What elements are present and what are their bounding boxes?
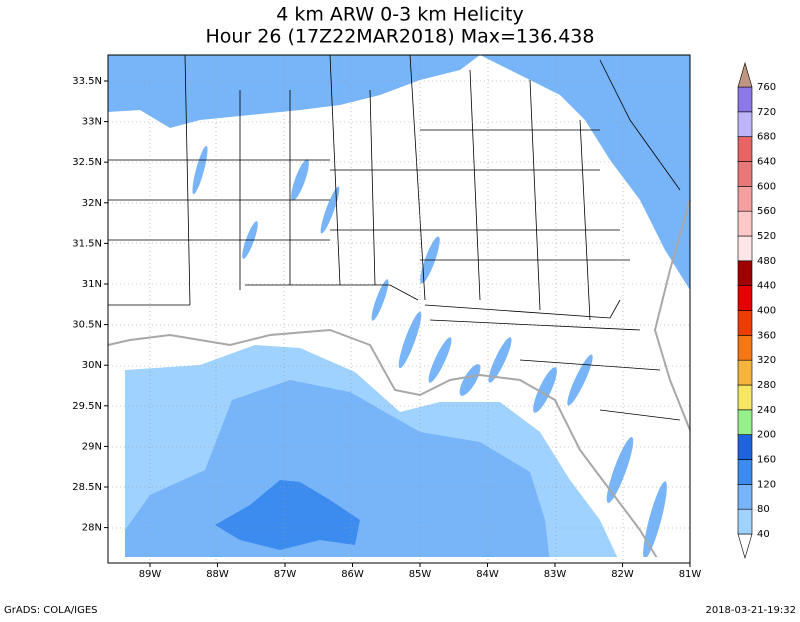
x-tick-label: 88W xyxy=(206,569,229,580)
colorbar-label: 80 xyxy=(757,504,770,515)
title-line2: Hour 26 (17Z22MAR2018) Max=136.438 xyxy=(206,26,595,48)
grid xyxy=(108,55,690,563)
colorbar-label: 680 xyxy=(757,132,776,143)
x-tick-label: 81W xyxy=(679,569,702,580)
helicity-area xyxy=(480,55,690,290)
title-line1: 4 km ARW 0-3 km Helicity xyxy=(276,4,524,26)
colorbar-label: 200 xyxy=(757,430,776,441)
y-tick-label: 30N xyxy=(82,360,102,371)
y-tick-label: 33N xyxy=(82,117,102,128)
footer-right: 2018-03-21-19:32 xyxy=(705,605,796,616)
colorbar-label: 320 xyxy=(757,355,776,366)
helicity-area xyxy=(108,55,480,128)
map-frame xyxy=(107,54,691,564)
x-tick-label: 85W xyxy=(409,569,432,580)
helicity-area xyxy=(215,480,360,550)
coastline xyxy=(653,199,691,431)
colorbar: 40 80 120 160 200 240 280 320 360 400 440 480 520 560… xyxy=(737,61,776,560)
colorbar-label: 720 xyxy=(757,107,776,118)
y-tick-label: 31N xyxy=(82,279,102,290)
x-tick-label: 82W xyxy=(611,569,634,580)
y-tick-label: 31.5N xyxy=(72,238,102,249)
colorbar-label: 120 xyxy=(757,479,776,490)
footer-left: GrADS: COLA/IGES xyxy=(4,605,98,616)
colorbar-segment xyxy=(737,136,753,162)
colorbar-segment xyxy=(737,260,753,286)
colorbar-label: 400 xyxy=(757,306,776,317)
helicity-streaks xyxy=(192,145,667,559)
colorbar-label: 520 xyxy=(757,231,776,242)
colorbar-label: 360 xyxy=(757,330,776,341)
colorbar-segment xyxy=(737,111,753,137)
bottom-strip xyxy=(108,557,690,563)
colorbar-label: 600 xyxy=(757,181,776,192)
colorbar-segment xyxy=(737,384,753,411)
colorbar-label: 560 xyxy=(757,206,776,217)
colorbar-segment xyxy=(737,285,753,311)
colorbar-label: 280 xyxy=(757,380,776,391)
y-tick-label: 28N xyxy=(82,523,102,534)
colorbar-label: 240 xyxy=(757,405,776,416)
colorbar-segment xyxy=(737,310,753,336)
y-tick-label: 30.5N xyxy=(72,320,102,331)
colorbar-segment xyxy=(737,186,753,212)
colorbar-segment xyxy=(737,235,753,262)
y-tick-label: 28.5N xyxy=(72,482,102,493)
axis-labels: 89W 88W 87W 86W 85W 84W 83W 82W 81W 33.5N 33N 32.5N… xyxy=(72,76,701,580)
map xyxy=(107,54,691,564)
x-tick-label: 86W xyxy=(341,569,364,580)
colorbar-label: 480 xyxy=(757,256,776,267)
colorbar-segment xyxy=(737,434,753,460)
colorbar-segment xyxy=(737,335,753,361)
y-tick-label: 32.5N xyxy=(72,157,102,168)
colorbar-segment xyxy=(737,161,753,187)
y-tick-label: 29.5N xyxy=(72,401,102,412)
colorbar-label: 440 xyxy=(757,281,776,292)
x-tick-label: 84W xyxy=(476,569,499,580)
colorbar-label: 760 xyxy=(757,82,776,93)
colorbar-segment xyxy=(737,210,753,237)
x-tick-label: 89W xyxy=(139,569,162,580)
state-borders xyxy=(108,54,681,421)
colorbar-segment xyxy=(737,359,753,386)
x-tick-label: 87W xyxy=(274,569,297,580)
colorbar-segment xyxy=(737,409,753,435)
colorbar-segment xyxy=(737,459,753,485)
colorbar-segment xyxy=(737,86,753,113)
y-tick-label: 32N xyxy=(82,198,102,209)
colorbar-label: 640 xyxy=(757,157,776,168)
x-tick-label: 83W xyxy=(544,569,567,580)
colorbar-label: 160 xyxy=(757,455,776,466)
colorbar-high xyxy=(737,61,753,88)
y-tick-label: 33.5N xyxy=(72,76,102,87)
y-tick-label: 29N xyxy=(82,441,102,452)
colorbar-label: 40 xyxy=(757,529,770,540)
colorbar-segment xyxy=(737,484,753,510)
colorbar-segment xyxy=(737,508,753,535)
colorbar-low xyxy=(737,533,753,560)
